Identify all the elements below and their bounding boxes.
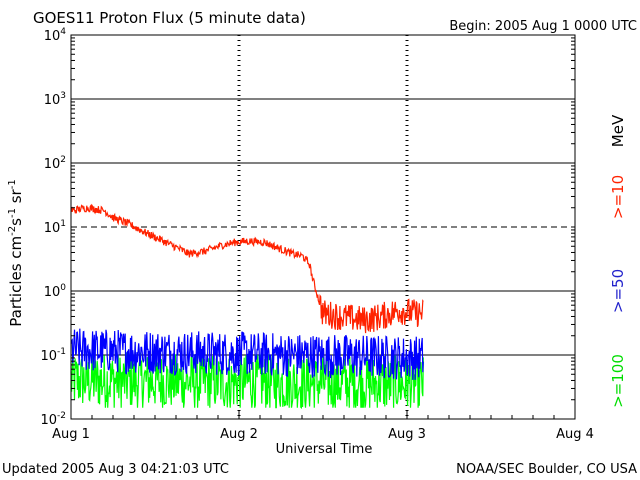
legend-ge10: >=10: [609, 175, 627, 219]
series-line-ge10: [70, 203, 424, 334]
y-tick-label-6: 10-2: [40, 411, 66, 428]
legend-ge100: >=100: [609, 354, 627, 408]
legend-ge50: >=50: [609, 269, 627, 313]
y-tick-label-5: 10-1: [40, 347, 66, 364]
y-tick-label-3: 101: [44, 219, 66, 236]
x-axis-label: Universal Time: [276, 442, 373, 457]
x-tick-label-1: Aug 2: [220, 427, 258, 442]
y-tick-label-2: 102: [44, 155, 66, 172]
plot-frame: [70, 34, 576, 420]
begin-time: Begin: 2005 Aug 1 0000 UTC: [449, 19, 637, 34]
updated-timestamp: Updated 2005 Aug 3 04:21:03 UTC: [2, 462, 229, 477]
x-tick-label-3: Aug 4: [556, 427, 594, 442]
legend-units: MeV: [609, 114, 627, 147]
y-axis-label: Particles cm-2s-1 sr-1: [7, 179, 25, 326]
y-tick-label-0: 104: [44, 27, 67, 44]
credit-label: NOAA/SEC Boulder, CO USA: [456, 462, 637, 477]
chart-title: GOES11 Proton Flux (5 minute data): [33, 9, 306, 27]
x-tick-label-2: Aug 3: [388, 427, 426, 442]
series-layer: [70, 203, 424, 409]
series-line-ge50: [70, 328, 424, 380]
y-tick-label-4: 100: [44, 283, 67, 300]
y-tick-label-1: 103: [44, 91, 66, 108]
x-tick-label-0: Aug 1: [52, 427, 90, 442]
series-line-ge100: [70, 351, 424, 409]
